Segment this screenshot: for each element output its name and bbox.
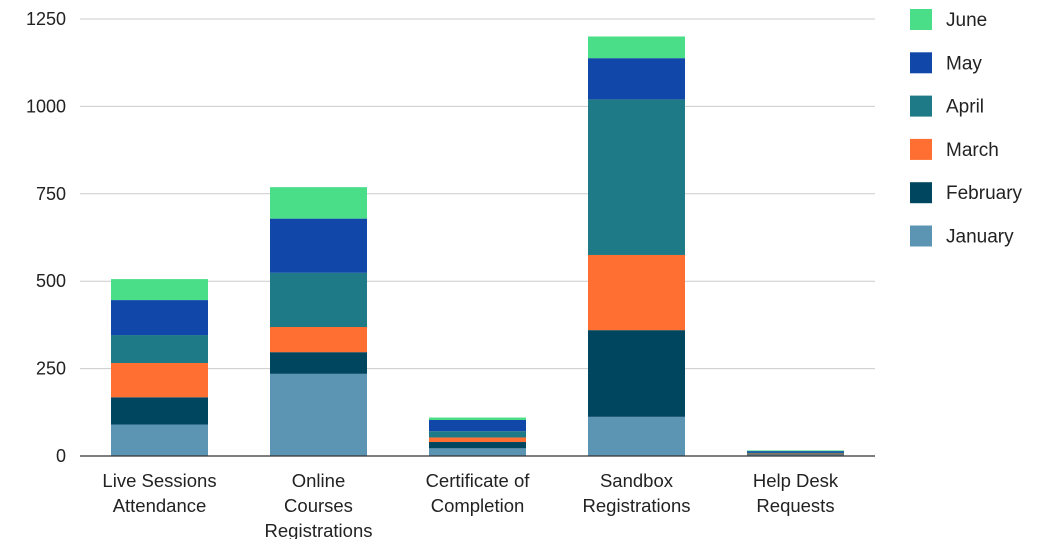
bar-segment-live-sessions-attendance-february[interactable] bbox=[111, 397, 208, 425]
legend-swatch bbox=[910, 9, 932, 30]
legend-item-april[interactable]: April bbox=[910, 95, 984, 118]
legend-item-february[interactable]: February bbox=[910, 182, 1023, 204]
legend[interactable]: June May April March February January bbox=[910, 9, 1023, 248]
category-label: Registrations bbox=[583, 495, 691, 516]
bar-segment-certificate-of-completion-february[interactable] bbox=[429, 442, 526, 449]
bar-segment-live-sessions-attendance-april[interactable] bbox=[111, 335, 208, 364]
bar-segment-online-courses-registrations-february[interactable] bbox=[270, 352, 367, 374]
category-label: Courses bbox=[284, 495, 353, 516]
bar-segment-live-sessions-attendance-june[interactable] bbox=[111, 279, 208, 301]
y-tick-labels: 0 250 500 750 1000 1250 bbox=[26, 9, 66, 466]
bar-segment-online-courses-registrations-june[interactable] bbox=[270, 187, 367, 219]
category-label: Certificate of bbox=[426, 470, 531, 491]
bars bbox=[111, 36, 844, 456]
legend-label: May bbox=[946, 53, 982, 74]
y-tick-label: 0 bbox=[56, 446, 66, 466]
bar-segment-sandbox-registrations-june[interactable] bbox=[588, 36, 685, 59]
legend-swatch bbox=[910, 182, 932, 204]
legend-item-june[interactable]: June bbox=[910, 9, 987, 31]
bar-segment-sandbox-registrations-february[interactable] bbox=[588, 330, 685, 417]
bar-segment-certificate-of-completion-may[interactable] bbox=[429, 419, 526, 432]
legend-swatch bbox=[910, 95, 932, 117]
category-label: Registrations bbox=[265, 520, 373, 539]
category-labels: Live Sessions Attendance Online Courses Regi… bbox=[102, 470, 838, 539]
bar-segment-help-desk-requests-may[interactable] bbox=[747, 451, 844, 453]
bar-segment-live-sessions-attendance-january[interactable] bbox=[111, 424, 208, 456]
legend-item-may[interactable]: May bbox=[910, 52, 982, 74]
bar-segment-online-courses-registrations-may[interactable] bbox=[270, 218, 367, 273]
bar-segment-sandbox-registrations-march[interactable] bbox=[588, 254, 685, 331]
category-label: Sandbox bbox=[600, 470, 674, 491]
bar-segment-online-courses-registrations-january[interactable] bbox=[270, 373, 367, 456]
legend-label: January bbox=[946, 227, 1014, 248]
y-tick-label: 750 bbox=[36, 184, 66, 204]
y-tick-label: 1250 bbox=[26, 9, 66, 29]
bar-segment-help-desk-requests-april[interactable] bbox=[747, 452, 844, 454]
gridlines bbox=[80, 18, 875, 370]
legend-swatch bbox=[910, 225, 932, 247]
legend-item-january[interactable]: January bbox=[910, 225, 1014, 248]
legend-label: April bbox=[946, 97, 984, 118]
bar-segment-help-desk-requests-june[interactable] bbox=[747, 450, 844, 452]
legend-swatch bbox=[910, 52, 932, 74]
bar-segment-certificate-of-completion-april[interactable] bbox=[429, 431, 526, 438]
legend-label: June bbox=[946, 10, 987, 31]
bar-segment-sandbox-registrations-april[interactable] bbox=[588, 99, 685, 255]
category-label: Attendance bbox=[113, 495, 207, 516]
bar-segment-certificate-of-completion-june[interactable] bbox=[429, 417, 526, 420]
y-tick-label: 500 bbox=[36, 271, 66, 291]
bar-segment-online-courses-registrations-march[interactable] bbox=[270, 326, 367, 353]
category-label: Online bbox=[292, 470, 345, 491]
bar-segment-sandbox-registrations-may[interactable] bbox=[588, 58, 685, 100]
bar-segment-help-desk-requests-march[interactable] bbox=[747, 453, 844, 455]
y-tick-label: 1000 bbox=[26, 96, 66, 116]
legend-swatch bbox=[910, 138, 932, 160]
y-tick-label: 250 bbox=[36, 359, 66, 379]
bar-segment-certificate-of-completion-march[interactable] bbox=[429, 437, 526, 443]
bar-segment-live-sessions-attendance-march[interactable] bbox=[111, 363, 208, 398]
category-label: Completion bbox=[431, 495, 525, 516]
category-label: Help Desk bbox=[753, 470, 839, 491]
category-label: Requests bbox=[756, 495, 834, 516]
bar-segment-certificate-of-completion-january[interactable] bbox=[429, 448, 526, 456]
bar-segment-help-desk-requests-february[interactable] bbox=[747, 454, 844, 455]
category-label: Live Sessions bbox=[102, 470, 216, 491]
legend-item-march[interactable]: March bbox=[910, 138, 999, 161]
bar-segment-live-sessions-attendance-may[interactable] bbox=[111, 300, 208, 336]
legend-label: March bbox=[946, 140, 999, 161]
legend-label: February bbox=[946, 183, 1023, 204]
bar-segment-sandbox-registrations-january[interactable] bbox=[588, 416, 685, 456]
bar-segment-online-courses-registrations-april[interactable] bbox=[270, 272, 367, 327]
